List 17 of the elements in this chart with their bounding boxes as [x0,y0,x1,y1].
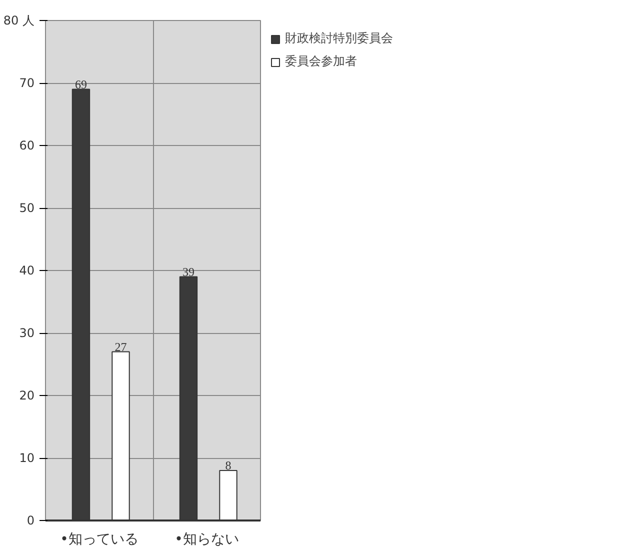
y-tick-label: 60 [19,138,35,152]
x-tick-label: •知っている [60,532,138,548]
x-tick-label: •知らない [174,532,239,548]
data-label: 27 [114,340,127,354]
y-tick-label: 10 [19,451,35,465]
data-label: 8 [225,458,232,472]
data-label: 69 [74,77,87,92]
y-tick-label: 40 [19,264,35,278]
y-tick-label: 30 [19,326,35,340]
y-tick-label: 70 [19,76,35,90]
y-tick-label: 0 [26,514,35,528]
y-tick-label: 50 [19,201,35,215]
data-label: 39 [182,264,194,279]
y-tick-label: 20 [19,388,35,402]
legend-label: 委員会参加者 [285,53,357,70]
y-tick-label: 80 人 [3,14,35,28]
legend-label: 財政検討特別委員会 [285,30,393,47]
